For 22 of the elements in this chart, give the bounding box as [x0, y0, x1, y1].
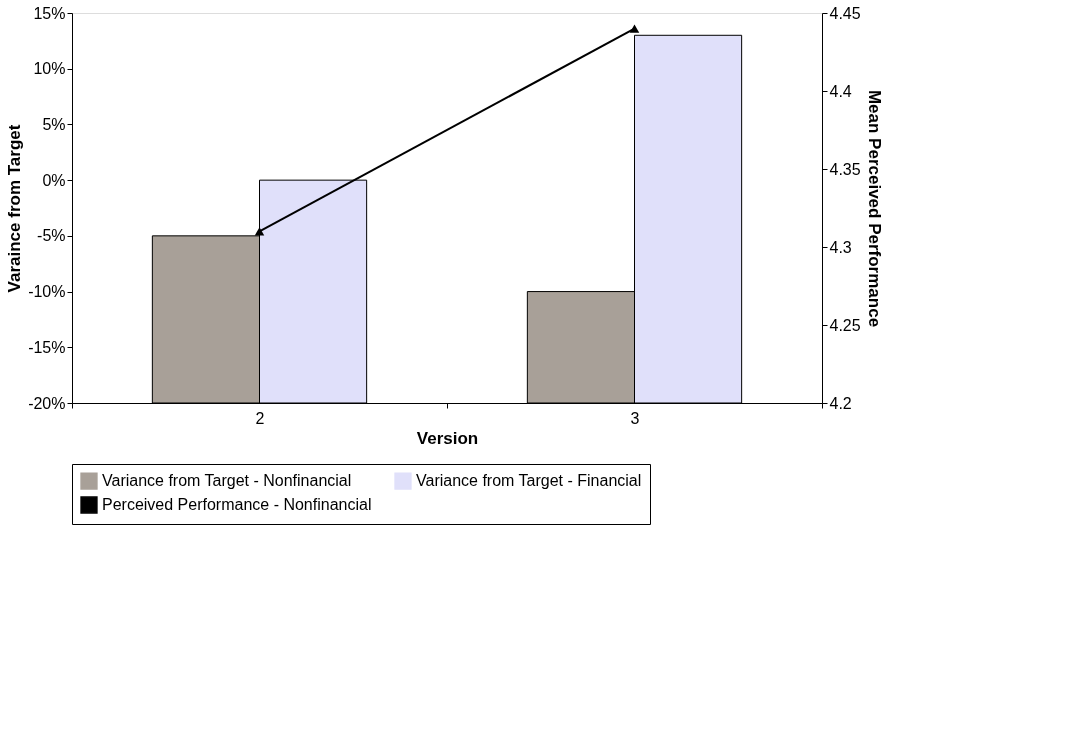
x-tick-label: 3 — [630, 409, 640, 427]
y2-tick-label: 4.3 — [829, 238, 852, 256]
y-tick-label: -20% — [28, 394, 66, 412]
y-tick-label: 0% — [42, 171, 66, 189]
legend-label: Perceived Performance - Nonfinancial — [102, 496, 372, 513]
y-tick-label: -5% — [37, 227, 66, 245]
y-tick-label: -15% — [28, 338, 66, 356]
y-tick-label: 15% — [33, 4, 66, 22]
y2-tick-label: 4.25 — [829, 316, 861, 334]
y-tick-label: 5% — [42, 115, 66, 133]
x-tick-label: 2 — [255, 409, 265, 427]
y2-tick-label: 4.45 — [829, 4, 861, 22]
legend-label: Variance from Target - Financial — [416, 472, 642, 490]
y2-axis-title: Mean Perceived Performance — [864, 89, 884, 328]
x-axis-title: Version — [416, 428, 479, 448]
y-tick-label: -10% — [28, 283, 66, 301]
y-tick-label: 10% — [33, 60, 66, 78]
legend-label: Variance from Target - Nonfinancial — [102, 472, 352, 490]
y2-tick-label: 4.35 — [829, 160, 861, 178]
y2-tick-label: 4.2 — [829, 394, 852, 412]
y-axis-title: Varaince from Target — [5, 124, 25, 293]
y2-tick-label: 4.4 — [829, 82, 852, 100]
